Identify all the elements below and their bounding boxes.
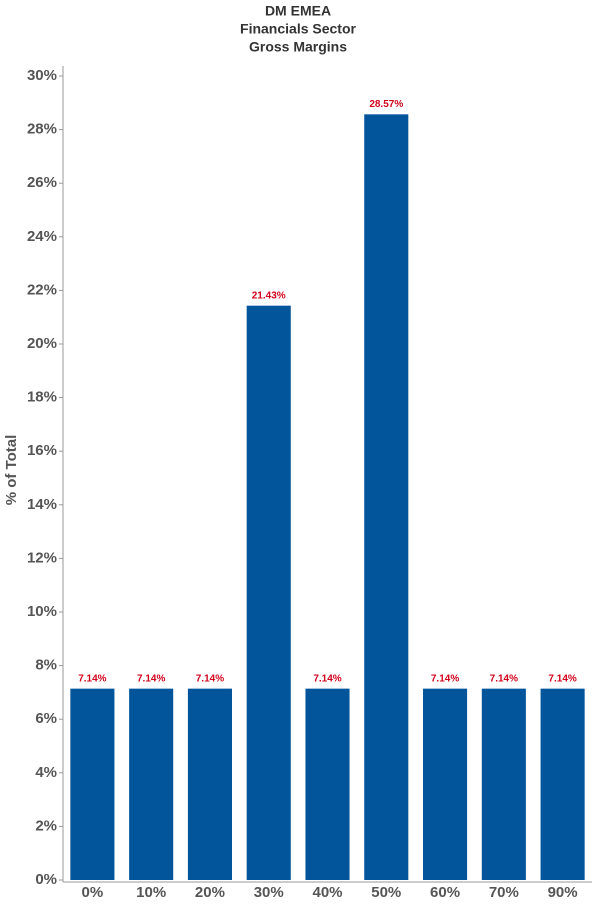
x-tick-label: 50%: [371, 884, 401, 901]
bar: [129, 688, 174, 880]
chart-title: Gross Margins: [249, 39, 347, 55]
x-tick-label: 60%: [430, 884, 460, 901]
y-tick-label: 24%: [27, 228, 57, 245]
x-tick-label: 20%: [195, 884, 225, 901]
bar: [481, 688, 526, 880]
x-tick-label: 10%: [136, 884, 166, 901]
x-tick-label: 40%: [312, 884, 342, 901]
y-tick-label: 6%: [35, 710, 57, 727]
value-label: 28.57%: [369, 99, 403, 110]
value-label: 7.14%: [490, 673, 518, 684]
bar: [70, 688, 115, 880]
value-label: 7.14%: [548, 673, 576, 684]
bar: [305, 688, 350, 880]
value-label: 7.14%: [196, 673, 224, 684]
chart-title: Financials Sector: [240, 21, 356, 37]
x-tick-label: 90%: [548, 884, 578, 901]
value-label: 7.14%: [313, 673, 341, 684]
value-label: 7.14%: [78, 673, 106, 684]
value-label: 7.14%: [137, 673, 165, 684]
x-tick-label: 0%: [82, 884, 104, 901]
bar: [423, 688, 468, 880]
y-tick-label: 22%: [27, 281, 57, 298]
y-tick-label: 12%: [27, 549, 57, 566]
y-tick-label: 0%: [35, 871, 57, 888]
y-tick-label: 20%: [27, 335, 57, 352]
bar: [246, 305, 291, 880]
y-tick-label: 10%: [27, 603, 57, 620]
value-label: 21.43%: [252, 290, 286, 301]
y-tick-label: 18%: [27, 389, 57, 406]
y-tick-label: 8%: [35, 657, 57, 674]
x-tick-label: 30%: [254, 884, 284, 901]
bar: [364, 114, 409, 881]
x-tick-label: 70%: [489, 884, 519, 901]
y-tick-label: 26%: [27, 174, 57, 191]
y-tick-label: 28%: [27, 121, 57, 138]
chart-title: DM EMEA: [265, 3, 331, 19]
y-tick-label: 14%: [27, 496, 57, 513]
y-tick-label: 30%: [27, 67, 57, 84]
y-tick-label: 4%: [35, 764, 57, 781]
value-label: 7.14%: [431, 673, 459, 684]
y-tick-label: 16%: [27, 442, 57, 459]
bar: [187, 688, 232, 880]
bar: [540, 688, 585, 880]
y-tick-label: 2%: [35, 817, 57, 834]
y-axis-label: % of Total: [3, 435, 20, 506]
